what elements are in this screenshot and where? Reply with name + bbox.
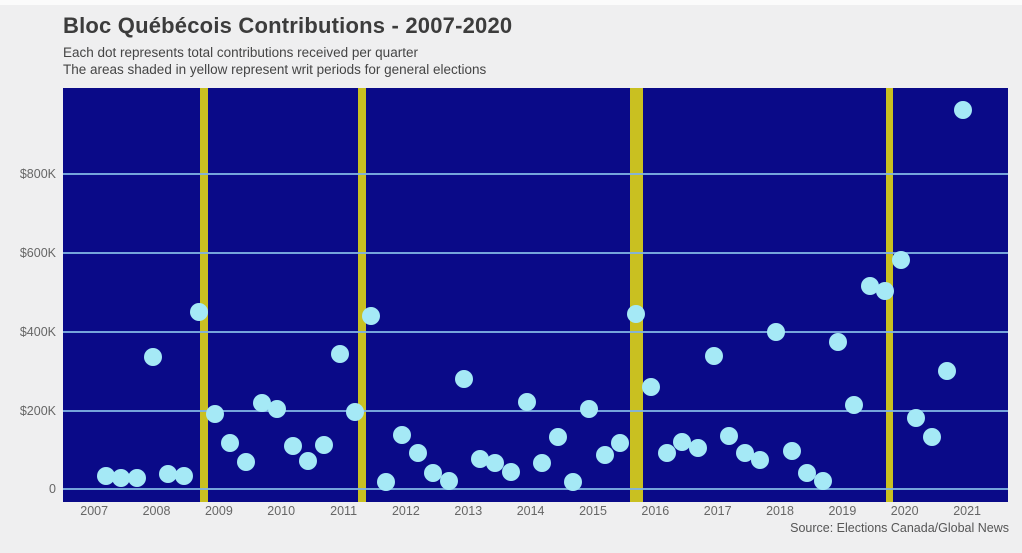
x-tick-label: 2013 — [454, 504, 483, 518]
data-point — [361, 307, 380, 326]
chart-subtitle-line2: The areas shaded in yellow represent wri… — [63, 62, 487, 77]
plot-area — [63, 88, 1008, 502]
data-point — [595, 446, 614, 464]
data-point — [798, 464, 817, 483]
x-tick-label: 2011 — [330, 504, 358, 518]
data-point — [829, 333, 848, 352]
data-point — [813, 471, 832, 490]
data-point — [439, 471, 458, 490]
data-point — [486, 453, 505, 472]
data-point — [96, 466, 115, 485]
data-point — [907, 408, 926, 427]
data-point — [844, 395, 863, 414]
data-point — [767, 322, 785, 341]
gridline — [63, 488, 1008, 491]
y-tick-label: $800K — [19, 166, 56, 181]
y-tick-label: $200K — [19, 403, 56, 418]
data-point — [408, 444, 427, 463]
y-tick-label: $400K — [19, 324, 56, 339]
data-point — [954, 100, 972, 119]
data-point — [548, 428, 567, 447]
x-tick-label: 2018 — [766, 504, 794, 518]
data-point — [704, 346, 723, 365]
data-point — [299, 451, 318, 470]
x-tick-label: 2021 — [953, 504, 981, 518]
data-point — [205, 404, 224, 423]
data-point — [174, 466, 193, 485]
gridline — [63, 172, 1008, 175]
data-point — [876, 282, 895, 300]
x-tick-label: 2017 — [703, 504, 732, 518]
x-tick-label: 2015 — [579, 504, 607, 518]
x-tick-label: 2014 — [516, 504, 545, 518]
data-point — [938, 362, 957, 380]
data-point — [190, 303, 209, 322]
data-point — [502, 462, 520, 481]
data-point — [689, 439, 707, 458]
writ-period-band — [629, 88, 643, 502]
data-point — [579, 399, 598, 418]
data-point — [564, 472, 583, 491]
data-point — [330, 344, 349, 363]
writ-period-band — [200, 88, 208, 502]
data-point — [143, 348, 162, 367]
data-point — [860, 277, 879, 296]
y-tick-label: $600K — [19, 245, 56, 260]
x-tick-label: 2009 — [204, 504, 233, 518]
data-point — [922, 427, 941, 446]
top-strip — [0, 0, 1022, 5]
chart-subtitle-line1: Each dot represents total contributions … — [63, 45, 418, 60]
data-point — [626, 304, 645, 323]
data-point — [673, 433, 692, 452]
data-point — [751, 451, 770, 470]
data-point — [424, 464, 442, 483]
writ-period-band — [357, 88, 366, 502]
data-point — [533, 453, 552, 472]
x-tick-label: 2008 — [142, 504, 171, 518]
x-tick-label: 2019 — [828, 504, 857, 518]
data-point — [782, 442, 801, 461]
source-attribution: Source: Elections Canada/Global News — [790, 521, 1009, 535]
x-tick-label: 2010 — [267, 504, 296, 518]
data-point — [127, 468, 146, 487]
data-point — [735, 443, 754, 462]
gridline — [63, 409, 1008, 412]
x-tick-label: 2016 — [641, 504, 670, 518]
data-point — [455, 369, 474, 388]
data-point — [221, 433, 240, 452]
data-point — [283, 436, 302, 455]
data-point — [720, 426, 739, 445]
data-point — [611, 434, 630, 453]
x-tick-label: 2012 — [391, 504, 420, 518]
x-tick-label: 2020 — [890, 504, 919, 518]
data-point — [517, 392, 536, 411]
data-point — [237, 452, 255, 471]
data-point — [657, 443, 676, 462]
data-point — [268, 399, 287, 418]
data-point — [470, 449, 489, 468]
x-tick-label: 2007 — [80, 504, 109, 518]
y-tick-label: 0 — [49, 482, 56, 497]
data-point — [159, 465, 178, 484]
data-point — [252, 393, 271, 412]
chart-title: Bloc Québécois Contributions - 2007-2020 — [63, 13, 513, 38]
data-point — [392, 425, 411, 444]
data-point — [112, 469, 131, 488]
data-point — [377, 472, 396, 491]
data-point — [642, 378, 661, 397]
gridline — [63, 251, 1008, 254]
data-point — [891, 250, 910, 269]
gridline — [63, 330, 1008, 333]
data-point — [346, 403, 365, 422]
data-point — [314, 436, 333, 455]
